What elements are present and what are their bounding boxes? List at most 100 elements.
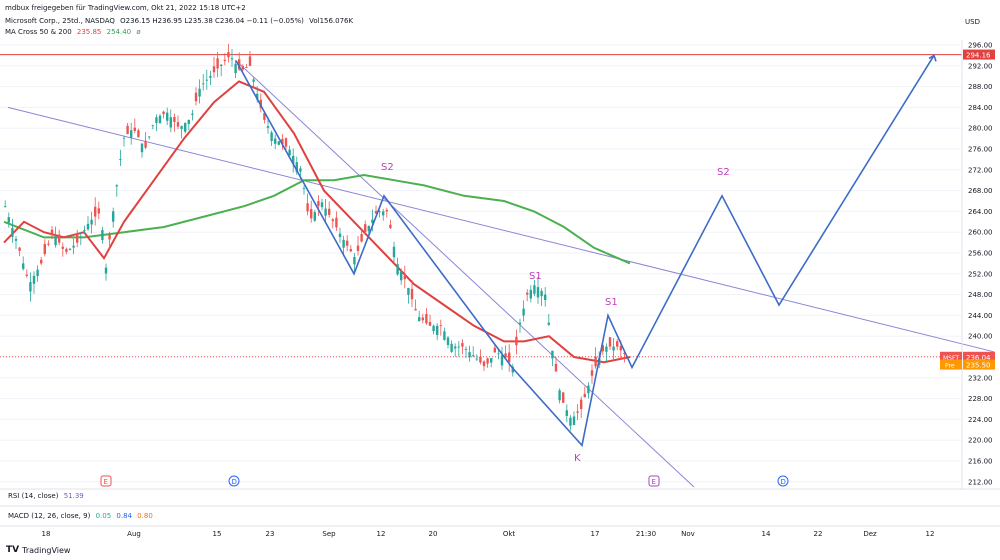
candle	[436, 325, 439, 336]
tradingview-logo-icon[interactable]: 𝗧𝗩	[6, 545, 20, 555]
pattern-label-s2_left: S2	[381, 162, 394, 173]
candle	[565, 410, 568, 416]
candle	[245, 67, 248, 68]
candle	[90, 219, 93, 225]
event-marker-letter: D	[781, 478, 786, 486]
candle	[594, 356, 597, 367]
candle	[605, 346, 608, 352]
candle	[590, 370, 594, 376]
candle	[428, 322, 432, 326]
candle	[151, 125, 154, 127]
last-price-label: 236.04	[966, 354, 991, 362]
candle	[457, 346, 460, 348]
candle	[155, 117, 158, 123]
candle	[202, 83, 205, 85]
pattern-label-k: K	[574, 453, 581, 464]
candle	[356, 245, 360, 251]
ma-header: MA Cross 50 & 200 235.85 254.40 ø	[5, 28, 141, 36]
candle	[342, 239, 345, 248]
event-marker-letter: E	[652, 478, 656, 486]
candle	[144, 140, 147, 148]
footer: 𝗧𝗩 TradingView	[6, 545, 70, 555]
candle	[101, 230, 104, 241]
candle	[454, 346, 457, 349]
candle	[180, 126, 183, 130]
symbol-name[interactable]: Microsoft Corp., 25td., NASDAQ	[5, 17, 115, 25]
candle	[544, 294, 547, 301]
time-tick-label: 23	[266, 530, 275, 538]
price-tick-label: 224.00	[968, 416, 993, 424]
candle	[623, 352, 626, 355]
candle	[371, 219, 374, 223]
candle	[54, 236, 57, 246]
candle	[414, 308, 417, 311]
candle	[554, 363, 558, 372]
price-tick-label: 228.00	[968, 395, 993, 403]
candle	[238, 59, 241, 70]
candle	[468, 352, 471, 358]
settings-icon[interactable]: ø	[136, 28, 141, 36]
pre-badge-label: Pre	[945, 363, 955, 370]
candle	[223, 59, 226, 62]
candle	[14, 238, 18, 241]
dividend-icon	[777, 475, 789, 487]
candle	[446, 337, 450, 345]
candle	[374, 211, 378, 214]
candle	[407, 287, 410, 295]
candle	[58, 234, 61, 243]
rsi-label[interactable]: RSI (14, close) 51.39	[8, 492, 84, 500]
candle	[450, 343, 453, 352]
event-marker-earnings_1[interactable]: E	[100, 475, 112, 487]
pre-badge	[940, 359, 962, 370]
candle	[295, 162, 298, 172]
candle	[205, 79, 208, 81]
candle	[18, 247, 21, 251]
time-tick-label: 12	[377, 530, 386, 538]
candle	[119, 158, 122, 160]
candle	[479, 356, 482, 363]
candle	[108, 234, 111, 240]
candle	[94, 206, 97, 217]
candle	[313, 212, 316, 221]
candle	[364, 224, 367, 233]
candle	[608, 337, 612, 347]
candle	[486, 358, 489, 364]
ma-indicator-name[interactable]: MA Cross 50 & 200	[5, 28, 72, 36]
candle	[169, 117, 172, 128]
candle	[572, 416, 576, 425]
candle	[277, 141, 280, 145]
candle	[299, 168, 302, 172]
candle	[162, 111, 165, 115]
candle	[353, 256, 356, 265]
candle	[515, 336, 518, 346]
candle	[184, 123, 187, 132]
candle	[263, 113, 266, 120]
candle	[29, 282, 32, 292]
price-tick-label: 268.00	[968, 187, 993, 195]
candle	[464, 349, 468, 350]
candle	[320, 202, 324, 208]
candle	[166, 112, 169, 121]
candle	[97, 208, 100, 214]
event-marker-dividend_1[interactable]: D	[228, 475, 240, 487]
macd-value-3: 0.80	[137, 512, 153, 520]
earnings-icon	[648, 475, 660, 487]
candle	[234, 63, 237, 74]
candle	[40, 259, 43, 264]
rsi-value: 51.39	[63, 492, 84, 500]
time-tick-label: 14	[762, 530, 771, 538]
event-marker-dividend_2[interactable]: D	[777, 475, 789, 487]
candle	[310, 209, 313, 219]
candle	[25, 274, 28, 276]
time-tick-label: 20	[429, 530, 438, 538]
candle	[346, 240, 349, 246]
time-tick-label: Nov	[681, 530, 695, 538]
candle	[490, 358, 493, 363]
candle	[65, 248, 68, 252]
candle	[432, 325, 435, 332]
candle	[7, 217, 10, 223]
candle	[270, 132, 273, 141]
event-marker-earnings_2[interactable]: E	[648, 475, 660, 487]
macd-label[interactable]: MACD (12, 26, close, 9) 0.05 0.84 0.80	[8, 512, 153, 520]
